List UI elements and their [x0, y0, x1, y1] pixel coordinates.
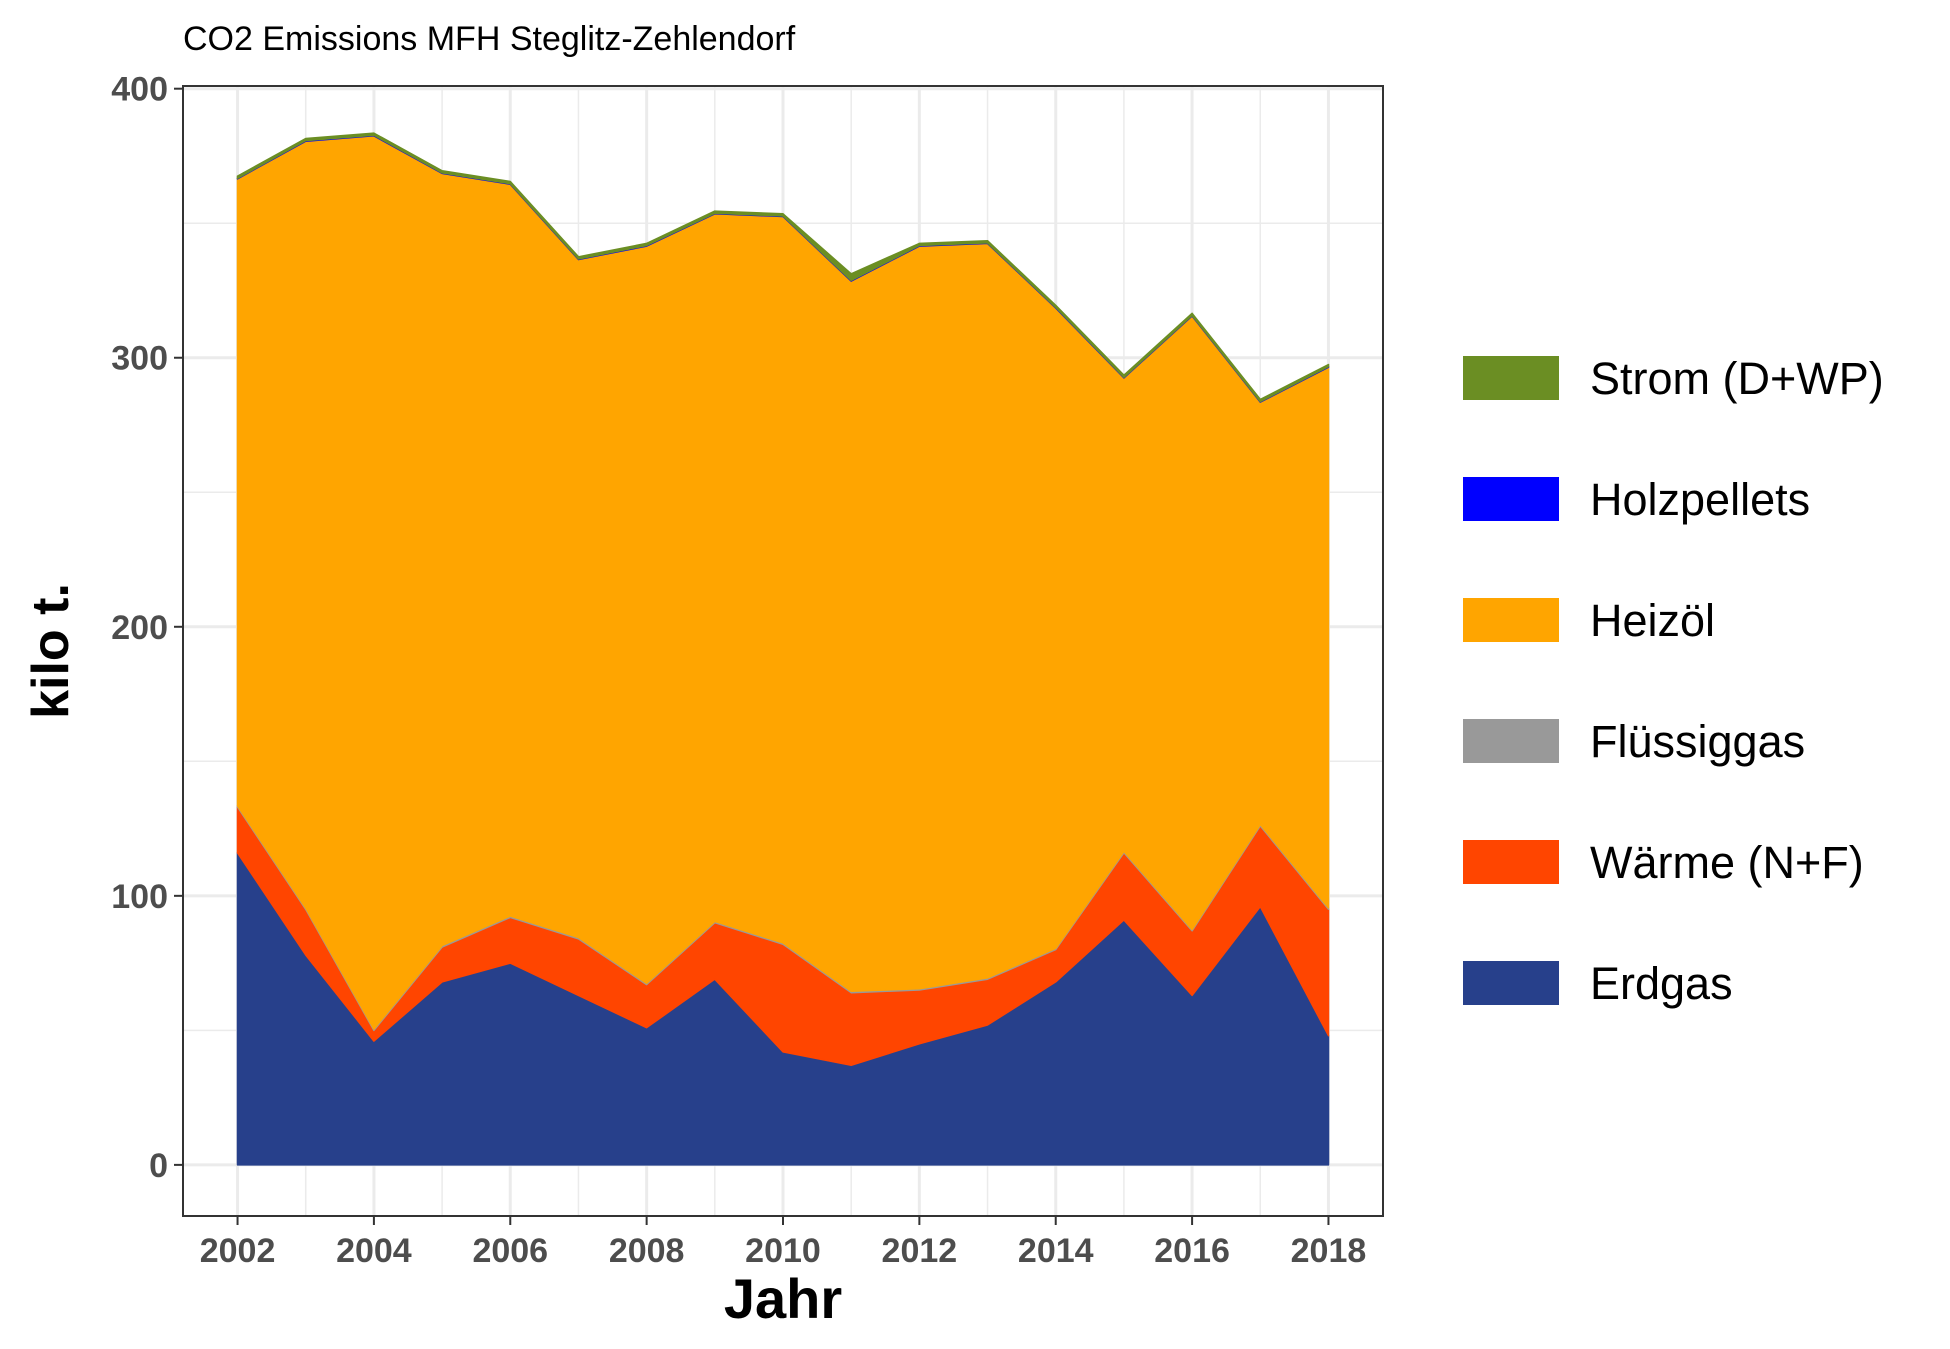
legend-item-strom-d-wp: Strom (D+WP) [1463, 353, 1884, 404]
legend-item-heiz-l: Heizöl [1463, 595, 1715, 646]
legend-swatch [1463, 477, 1559, 521]
area-strom-d-wp [236, 132, 1330, 403]
y-axis: 0 100 200 300 400 [111, 71, 183, 1185]
y-tick-label: 100 [111, 878, 168, 916]
plot-areas [236, 132, 1330, 1166]
legend-item-holzpellets: Holzpellets [1463, 474, 1810, 525]
x-tick-label: 2018 [1291, 1232, 1367, 1270]
legend-swatch [1463, 598, 1559, 642]
legend-label: Flüssiggas [1590, 716, 1805, 767]
legend-label: Heizöl [1590, 595, 1715, 646]
legend-swatch [1463, 840, 1559, 884]
y-axis-label: kilo t. [22, 583, 80, 719]
legend-swatch [1463, 356, 1559, 400]
x-tick-label: 2008 [609, 1232, 685, 1270]
legend-swatch [1463, 961, 1559, 1005]
legend-item-fl-ssiggas: Flüssiggas [1463, 716, 1805, 767]
x-tick-label: 2014 [1018, 1232, 1094, 1270]
x-axis: 2002 2004 2006 2008 2010 2012 2014 2016 2018 [200, 1216, 1367, 1270]
legend-label: Holzpellets [1590, 474, 1810, 525]
legend-label: Wärme (N+F) [1590, 837, 1864, 888]
legend-item-erdgas: Erdgas [1463, 958, 1733, 1009]
x-axis-label: Jahr [724, 1267, 842, 1330]
legend-label: Strom (D+WP) [1590, 353, 1884, 404]
x-tick-label: 2004 [336, 1232, 412, 1270]
x-tick-label: 2006 [472, 1232, 548, 1270]
x-tick-label: 2002 [200, 1232, 276, 1270]
legend-swatch [1463, 719, 1559, 763]
chart-title: CO2 Emissions MFH Steglitz-Zehlendorf [183, 20, 796, 58]
x-tick-label: 2016 [1154, 1232, 1230, 1270]
y-tick-label: 200 [111, 609, 168, 647]
y-tick-label: 0 [149, 1147, 168, 1185]
x-tick-label: 2012 [882, 1232, 958, 1270]
legend: Strom (D+WP) Holzpellets Heizöl Flüssiggas W… [1463, 353, 1884, 1009]
y-tick-label: 400 [111, 71, 168, 109]
legend-label: Erdgas [1590, 958, 1733, 1009]
x-tick-label: 2010 [745, 1232, 821, 1270]
y-tick-label: 300 [111, 340, 168, 378]
legend-item-w-rme-n-f: Wärme (N+F) [1463, 837, 1864, 888]
